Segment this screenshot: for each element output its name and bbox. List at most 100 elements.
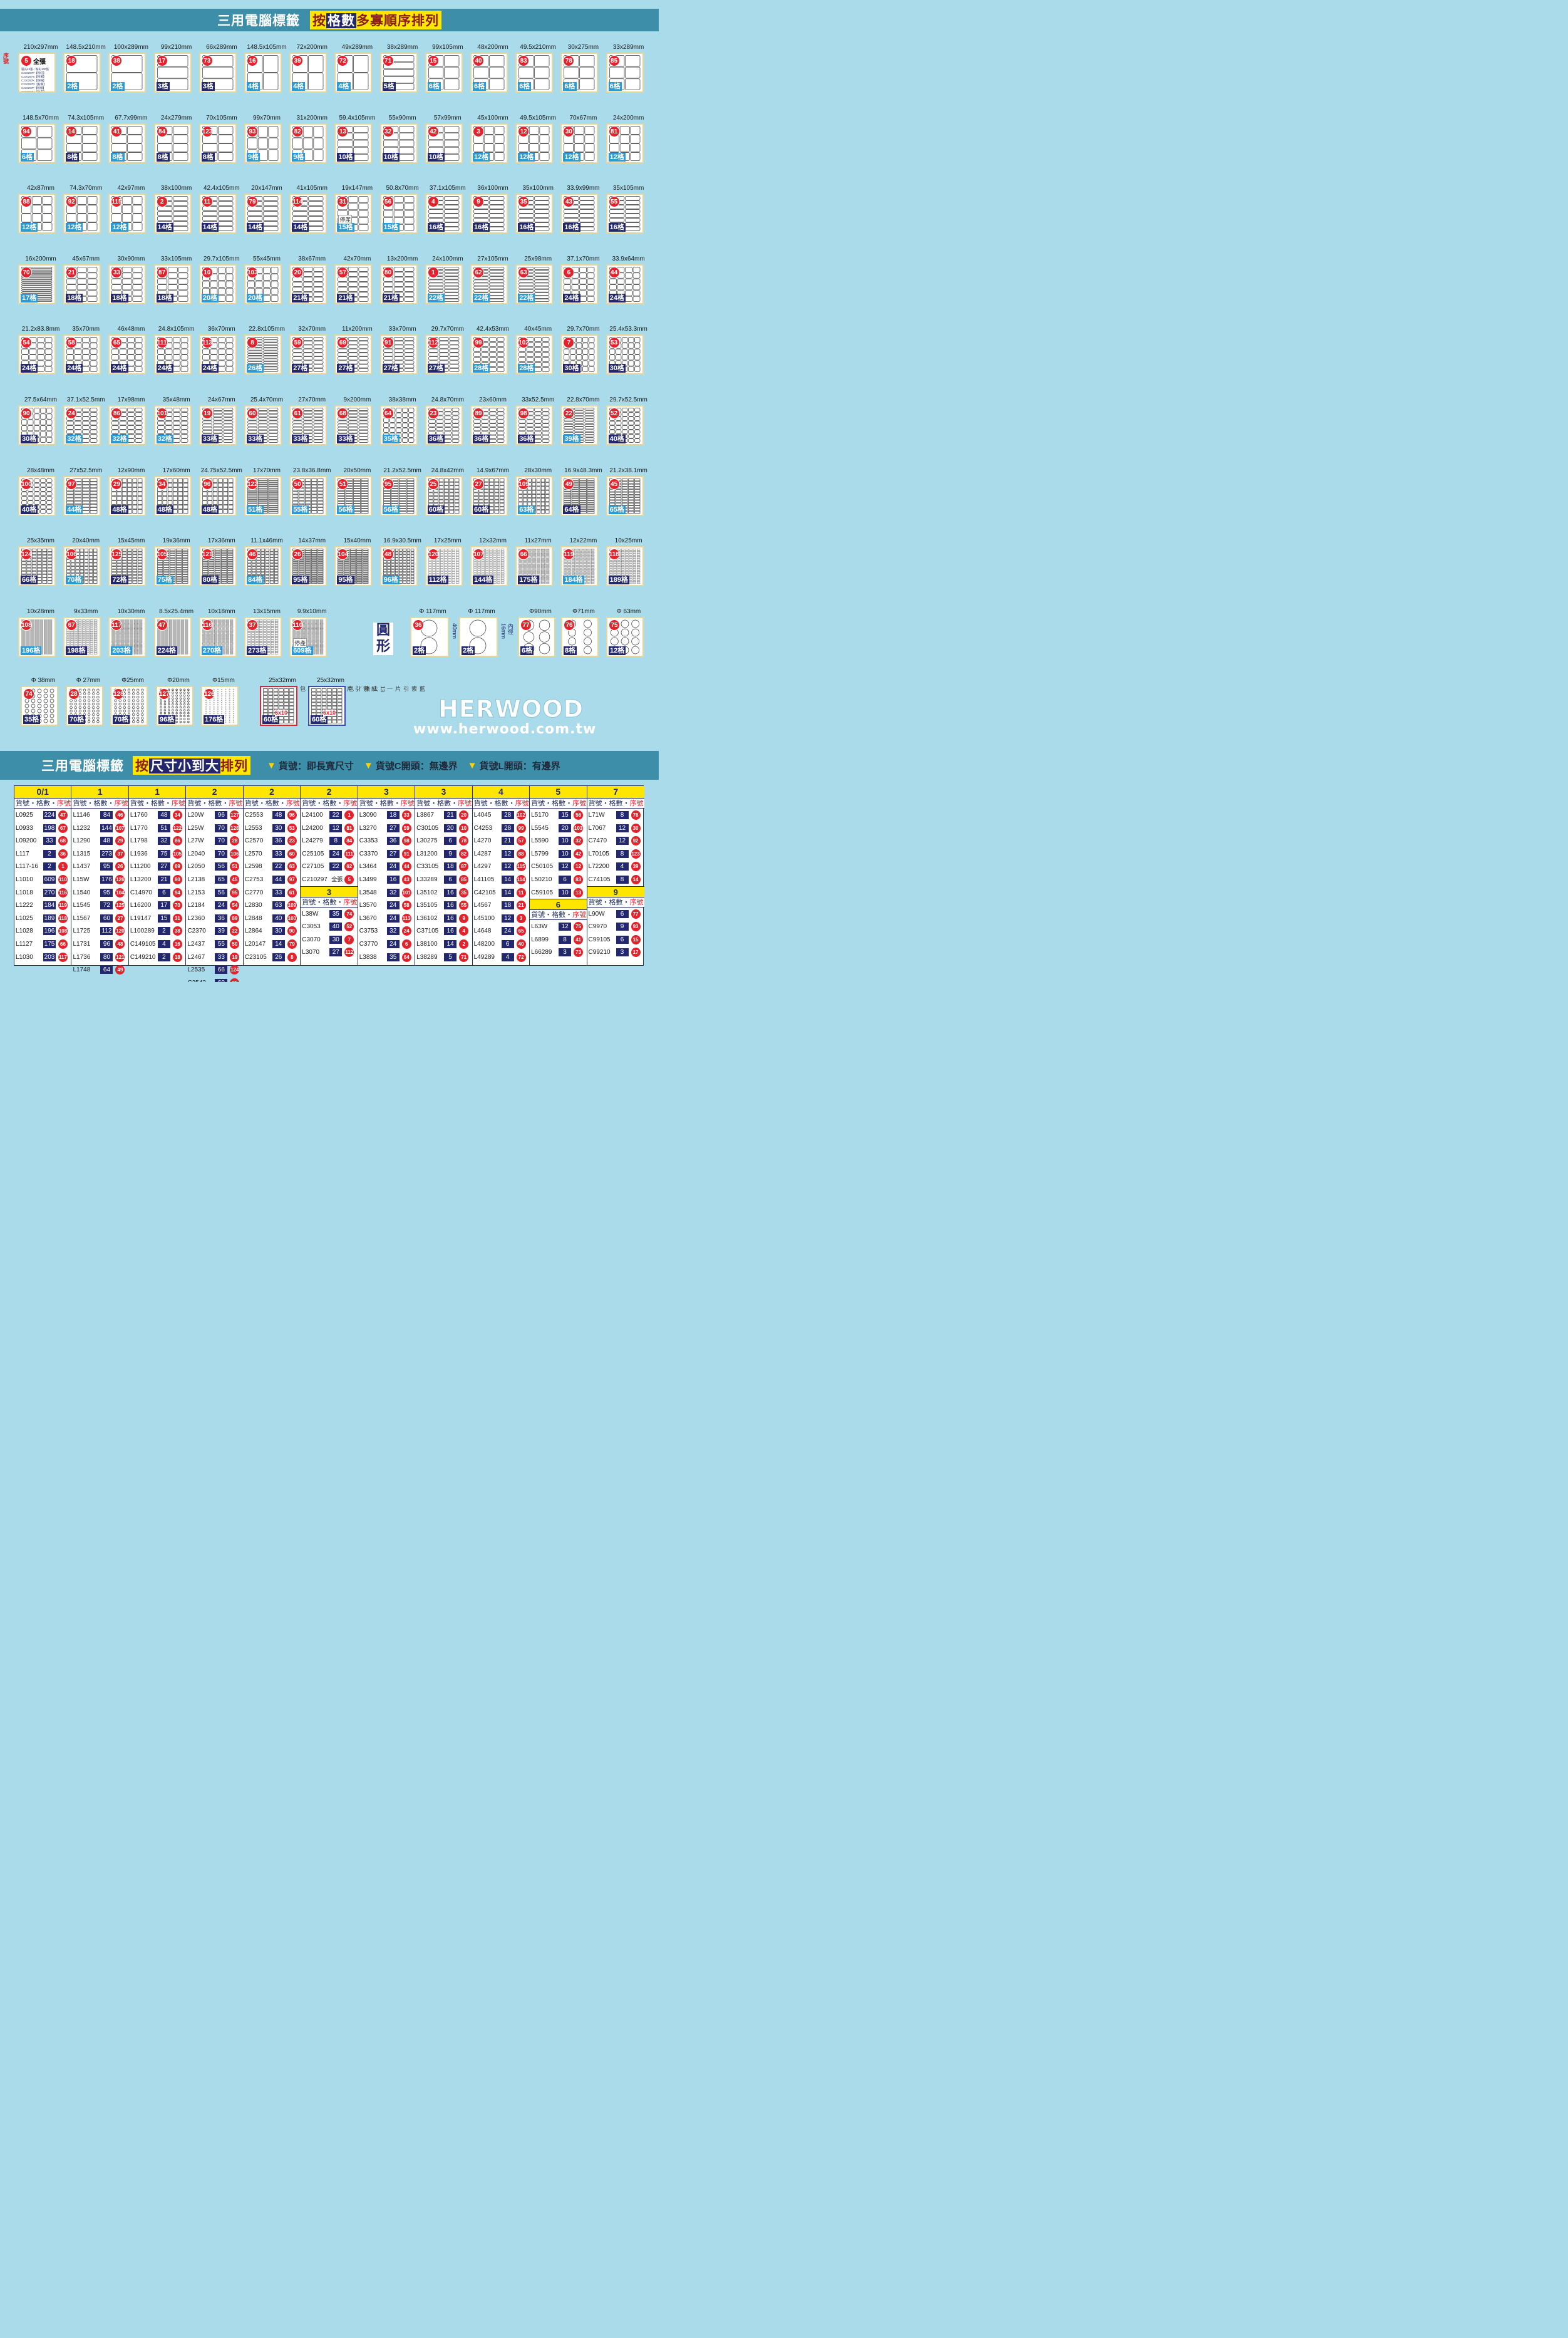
label-cell: [436, 571, 440, 574]
label-cell: [138, 621, 143, 623]
label-cell: [202, 571, 209, 573]
label-cell: [317, 507, 324, 510]
label-cell: [265, 549, 270, 552]
label-cell: [21, 500, 28, 505]
label-cell: [584, 416, 595, 419]
label-cell: [228, 509, 234, 514]
label-cell: [94, 621, 98, 623]
label-cell: [389, 423, 395, 428]
label-cell: [428, 356, 438, 361]
label-count: 70格: [66, 576, 83, 585]
label-cell: [163, 572, 169, 575]
label-cell: [165, 430, 172, 434]
label-cell: [202, 354, 210, 361]
label-cell: [175, 561, 182, 563]
label-count: 95格: [292, 576, 309, 585]
label-cell: [26, 642, 30, 643]
label-cell: [518, 497, 523, 502]
label-cell: [120, 416, 127, 421]
label-cell: [489, 495, 494, 500]
label-cell: [132, 222, 143, 232]
label-cell: [545, 505, 550, 510]
label-count: 8格: [201, 152, 215, 162]
label-cell: [613, 561, 617, 562]
label-cell: [395, 413, 401, 418]
sequence-badge: 40: [473, 55, 484, 66]
label-cell: [572, 559, 575, 561]
label-cell: [489, 218, 505, 223]
sheet-size: 33.9x64mm: [612, 255, 645, 262]
label-cell: [632, 577, 636, 579]
label-cell: [34, 487, 40, 492]
label-cell: [163, 565, 169, 567]
label-cell: [564, 491, 572, 494]
label-cell: [455, 554, 459, 556]
label-cell: [621, 554, 624, 556]
label-cell: [40, 487, 46, 492]
label-cell: [311, 561, 317, 564]
label-cell: [78, 631, 82, 633]
label-cell: [247, 348, 263, 351]
label-cell: [247, 206, 263, 212]
label-cell: [130, 624, 134, 626]
label-cell: [451, 574, 455, 576]
label-cell: [178, 290, 188, 296]
label-cell: [613, 574, 617, 576]
label-cell: [257, 414, 268, 418]
label-cell: [127, 152, 143, 161]
label-count: 15格: [382, 223, 400, 232]
label-cell: [443, 205, 460, 210]
label-cell: [305, 549, 311, 551]
label-cell: [263, 216, 279, 222]
label-cell: [317, 552, 324, 554]
label-cell: [489, 551, 493, 553]
label-cell: [591, 561, 595, 562]
label-cell: [537, 574, 541, 576]
label-cell: [208, 572, 215, 576]
label-cell: [217, 281, 225, 288]
label-cell: [493, 577, 497, 579]
label-cell: [311, 510, 317, 514]
sequence-badge: 123: [201, 125, 213, 137]
sheet-preview: 118 189格: [606, 546, 644, 587]
label-cell: [574, 413, 585, 416]
label-cell: [127, 504, 133, 509]
label-cell: [90, 644, 94, 647]
label-cell: [634, 425, 640, 430]
label-cell: [348, 344, 359, 349]
label-cell: [30, 639, 34, 641]
label-cell: [80, 566, 85, 570]
label-cell: [39, 638, 43, 639]
label-cell: [630, 152, 640, 161]
label-cell: [545, 572, 550, 574]
label-cell: [344, 561, 350, 564]
label-cell: [529, 125, 539, 135]
label-cell: [527, 572, 532, 574]
label-cell: [34, 627, 39, 628]
label-count: 3格: [156, 82, 170, 91]
label-cell: [473, 573, 477, 575]
label-cell: [305, 554, 311, 556]
label-cell: [82, 635, 86, 637]
label-cell: [217, 495, 223, 500]
label-cell: [630, 143, 640, 152]
label-cell: [497, 423, 505, 427]
label-cell: [44, 622, 48, 623]
label-cell: [167, 272, 178, 279]
sheet-preview: 115 12格: [108, 194, 147, 234]
sequence-badge: 86: [111, 408, 123, 419]
label-cell: [48, 642, 53, 643]
label-cell: [395, 418, 401, 423]
label-cell: [444, 569, 448, 571]
sheet-preview: 19 33格: [199, 405, 237, 445]
label-cell: [134, 646, 138, 647]
label-cell: [223, 495, 228, 500]
label-cell: [398, 140, 414, 147]
label-cell: [361, 500, 369, 504]
label-cell: [135, 408, 143, 412]
label-cell: [28, 491, 34, 496]
label-cell: [494, 125, 505, 135]
label-cell: [534, 352, 542, 358]
label-cell: [87, 296, 98, 302]
label-cell: [621, 500, 627, 503]
